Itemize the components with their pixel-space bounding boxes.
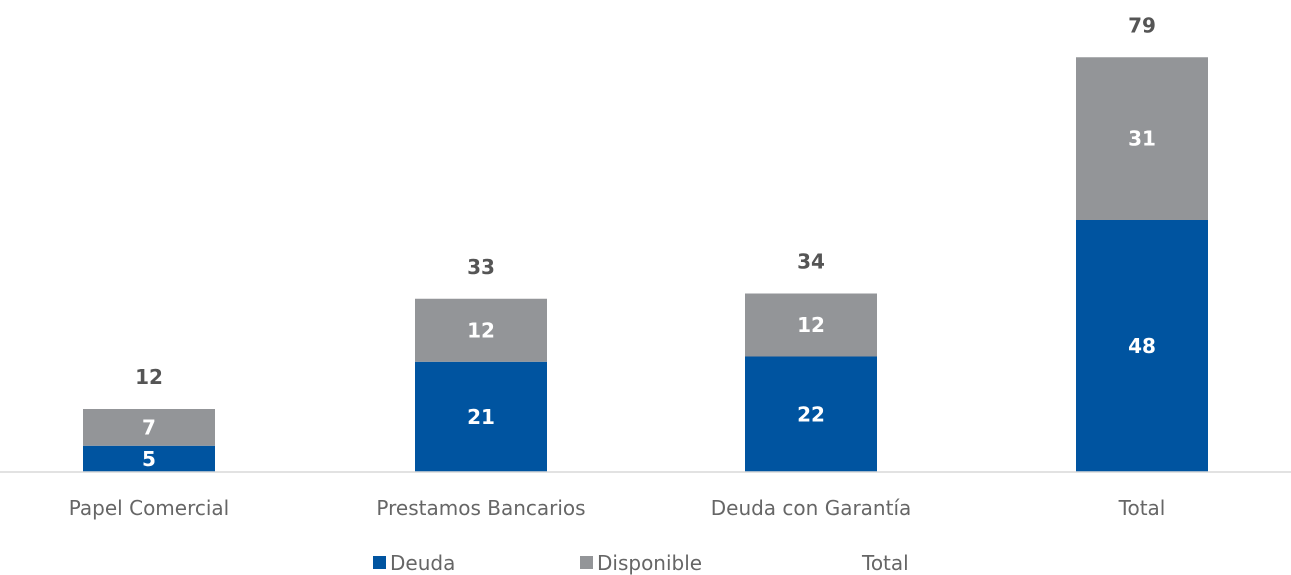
legend-label-2: Total — [861, 551, 909, 575]
total-label-0: 12 — [135, 365, 163, 389]
data-label-deuda-3: 48 — [1128, 334, 1156, 358]
total-label-1: 33 — [467, 255, 495, 279]
data-label-disponible-1: 12 — [467, 318, 495, 342]
bar-deuda-1 — [415, 361, 547, 472]
data-label-deuda-2: 22 — [797, 402, 825, 426]
data-label-disponible-0: 7 — [142, 415, 156, 439]
category-label-3: Total — [1118, 496, 1166, 520]
data-label-deuda-0: 5 — [142, 447, 156, 471]
bar-disponible-0 — [83, 409, 215, 446]
legend-swatch-0 — [373, 556, 386, 569]
category-label-1: Prestamos Bancarios — [376, 496, 585, 520]
data-label-disponible-2: 12 — [797, 313, 825, 337]
legend-label-1: Disponible — [597, 551, 702, 575]
bar-disponible-1 — [415, 298, 547, 362]
legend-swatch-1 — [580, 556, 593, 569]
legend-label-0: Deuda — [390, 551, 455, 575]
data-label-disponible-3: 31 — [1128, 127, 1156, 151]
bar-disponible-3 — [1076, 57, 1208, 220]
legend: Deuda Disponible Total — [373, 551, 909, 575]
data-label-deuda-1: 21 — [467, 405, 495, 429]
category-labels-group: Papel Comercial Prestamos Bancarios Deuda … — [69, 496, 1166, 520]
total-label-2: 34 — [797, 250, 825, 274]
bar-disponible-2 — [745, 293, 877, 357]
bar-deuda-3 — [1076, 220, 1208, 472]
category-label-0: Papel Comercial — [69, 496, 229, 520]
bar-deuda-0 — [83, 445, 215, 472]
bar-deuda-2 — [745, 356, 877, 472]
bars-group: 5 7 12 21 12 33 22 12 34 48 31 79 — [83, 13, 1208, 472]
total-label-3: 79 — [1128, 13, 1156, 37]
category-label-2: Deuda con Garantía — [711, 496, 912, 520]
